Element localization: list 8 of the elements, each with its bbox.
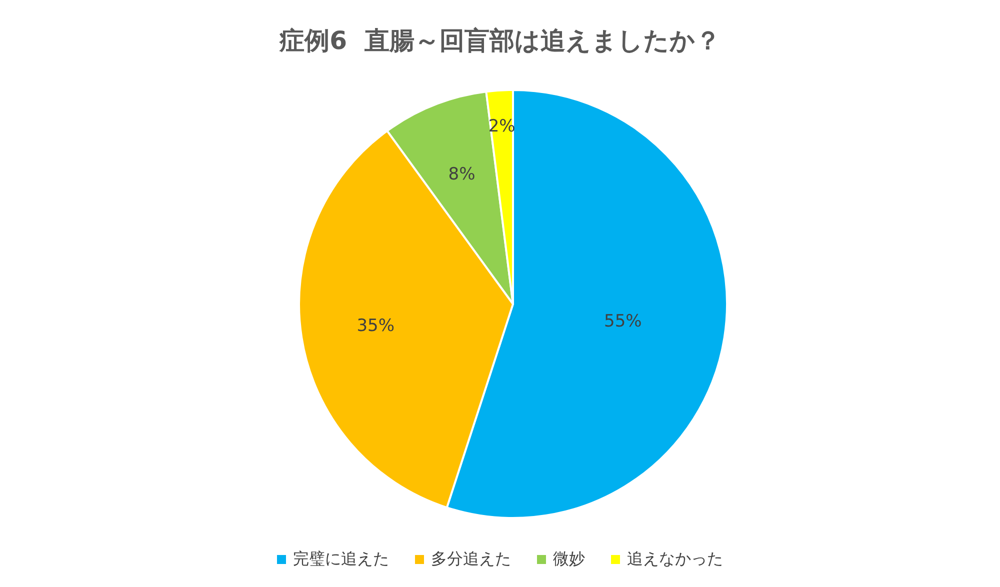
legend-label: 追えなかった [626,549,723,570]
legend-label: 微妙 [552,549,585,570]
data-label: 35% [356,316,395,336]
data-label: 8% [448,164,476,185]
chart-title: 症例6 直腸～回盲部は追えましたか？ [278,25,722,57]
legend-label: 完璧に追えた [292,549,389,570]
data-label: 55% [604,311,642,332]
legend-label: 多分追えた [430,549,511,570]
